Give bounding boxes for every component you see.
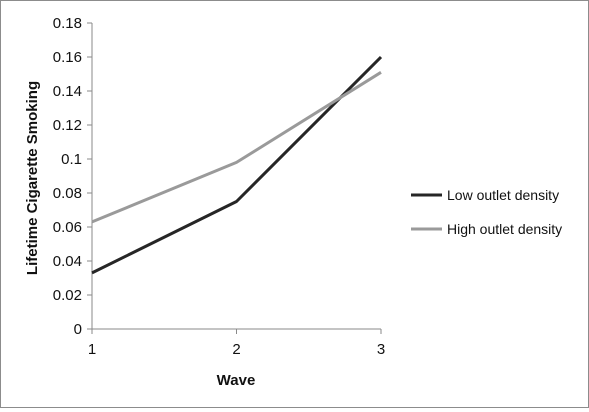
y-tick-label: 0.06 [53,219,82,236]
x-tick-label: 1 [88,341,96,358]
y-axis-title: Lifetime Cigarette Smoking [24,81,41,275]
x-tick-label: 2 [232,341,240,358]
y-tick-label: 0.12 [53,117,82,134]
legend: Low outlet density High outlet density [411,187,562,237]
legend-label: High outlet density [447,221,562,237]
y-tick-label: 0.14 [53,83,82,100]
y-tick-label: 0 [74,321,82,338]
legend-label: Low outlet density [447,187,559,203]
y-tick-label: 0.16 [53,49,82,66]
series-lines [91,55,383,275]
x-axis-title: Wave [217,372,256,389]
y-tick-label: 0.04 [53,253,82,270]
series-line-low-outlet-density [91,55,383,275]
y-tick-label: 0.18 [53,15,82,32]
x-tick-label: 3 [377,341,385,358]
y-tick-label: 0.02 [53,287,82,304]
y-tick-label: 0.08 [53,185,82,202]
y-axis-ticks: 0 0.02 0.04 0.06 0.08 0.1 0.12 0.14 0.16 0.18 [53,15,92,338]
y-tick-label: 0.1 [61,151,82,168]
series-line-high-outlet-density [91,71,382,224]
x-axis-ticks: 1 2 3 [88,329,385,358]
